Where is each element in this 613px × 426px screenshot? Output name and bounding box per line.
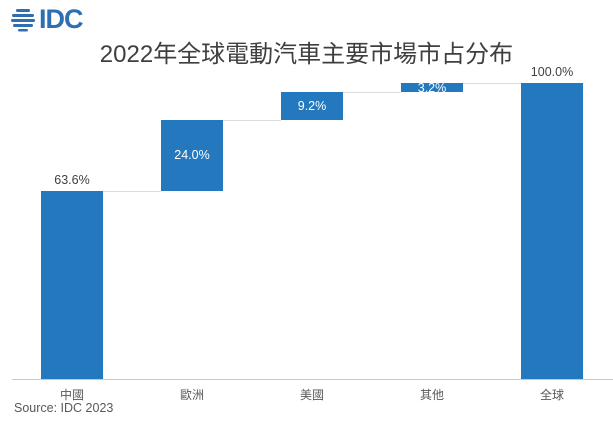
globe-stripes-icon <box>10 6 36 32</box>
source-note: Source: IDC 2023 <box>14 401 114 415</box>
x-axis-label-4: 全球 <box>539 388 564 402</box>
value-label-2: 9.2% <box>297 99 327 114</box>
idc-logo: IDC <box>10 4 83 34</box>
connector-line-1 <box>223 119 281 121</box>
connector-line-0 <box>103 190 161 192</box>
logo-text: IDC <box>39 4 83 34</box>
value-label-4: 100.0% <box>530 65 574 79</box>
x-axis-label-1: 歐洲 <box>179 388 204 402</box>
waterfall-bar-4 <box>521 83 583 379</box>
waterfall-bar-3 <box>401 83 463 93</box>
chart-title: 2022年全球電動汽車主要市場市占分布 <box>99 41 514 68</box>
value-label-3: 3.2% <box>417 80 447 95</box>
x-axis-line <box>12 379 613 380</box>
value-label-0: 63.6% <box>54 172 90 187</box>
waterfall-bar-0 <box>41 190 103 379</box>
waterfall-bar-1 <box>161 119 223 191</box>
value-label-1: 24.0% <box>174 148 210 163</box>
connector-line-2 <box>343 92 401 94</box>
x-axis-label-0: 中國 <box>59 388 84 402</box>
connector-line-3 <box>463 83 521 84</box>
x-axis-label-2: 美國 <box>299 388 324 402</box>
waterfall-bar-2 <box>281 92 343 120</box>
x-axis-label-3: 其他 <box>419 388 444 402</box>
